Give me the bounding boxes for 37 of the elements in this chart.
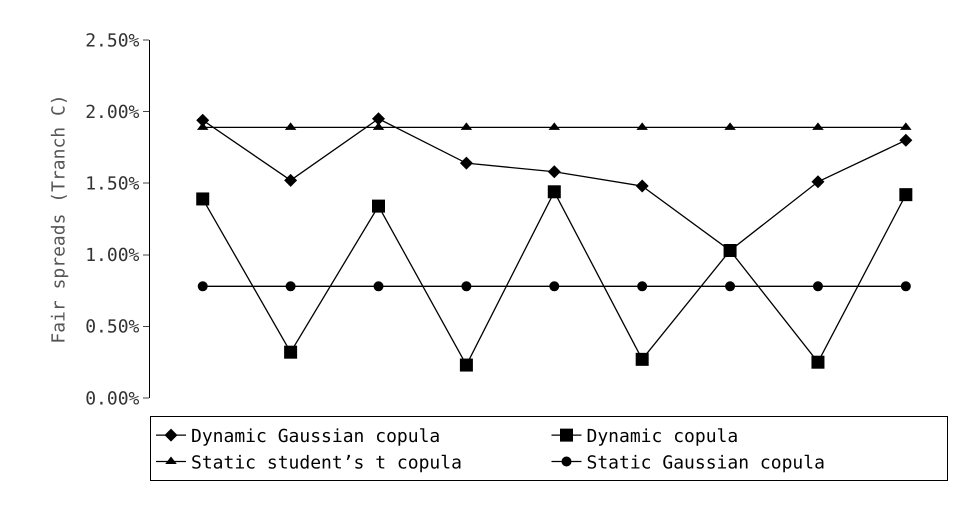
y-tick-label: 0.50% [85,316,140,338]
point [812,281,823,292]
point [811,356,824,369]
point [372,200,386,213]
point [548,185,561,198]
y-tick-label: 0.00% [85,388,140,410]
point [198,281,208,292]
y-tick-label: 2.50% [85,30,140,52]
point [724,244,737,257]
y-tick-label: 1.00% [85,245,140,266]
y-axis-title: Fair spreads (Tranch C) [48,94,70,344]
y-tick-label: 2.00% [85,102,140,123]
point [461,281,472,292]
point [196,192,210,206]
legend-label: Dynamic Gaussian copula [191,426,440,448]
legend-label: Static Gaussian copula [586,452,825,474]
point [372,112,386,126]
legend-label: Dynamic copula [586,426,738,448]
point [548,165,561,178]
y-tick-label: 1.50% [85,174,140,194]
point [286,281,296,292]
point [725,281,736,292]
point [460,156,473,170]
point [284,174,298,187]
point [284,346,298,359]
point [636,180,649,193]
point [899,134,912,147]
point [460,358,473,372]
point [637,281,648,292]
point [900,281,911,292]
legend-label: Static student’s t copula [191,452,462,474]
point [811,175,824,188]
point [549,281,560,292]
point [374,281,384,292]
point [636,352,649,366]
point [196,114,210,127]
point [899,188,912,202]
